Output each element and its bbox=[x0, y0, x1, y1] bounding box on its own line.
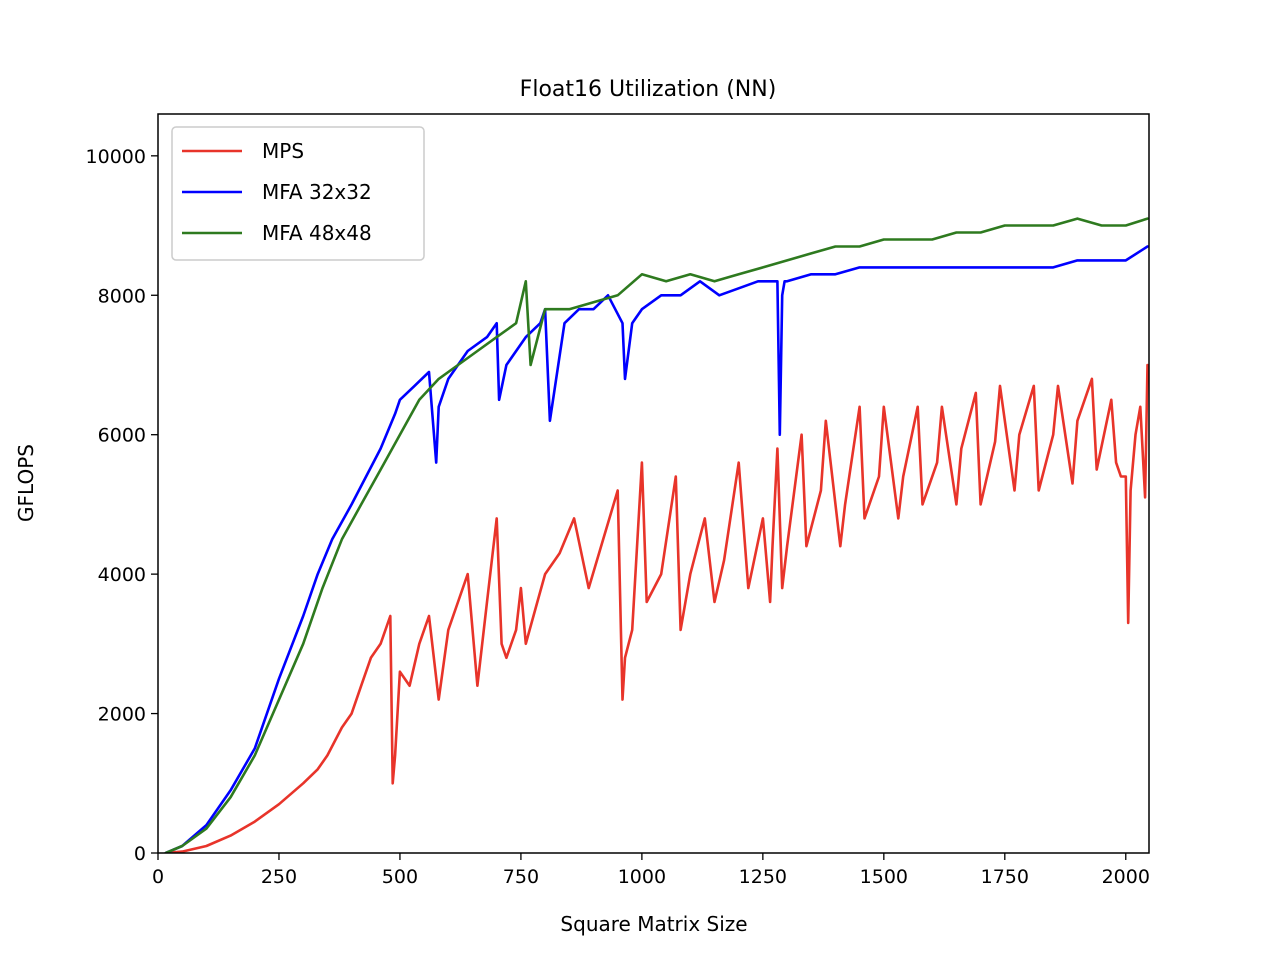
y-tick-label-0: 0 bbox=[134, 843, 146, 865]
series-line-1 bbox=[164, 245, 1149, 853]
plot-frame bbox=[157, 113, 1150, 854]
series-line-2 bbox=[164, 217, 1149, 853]
legend-label-0: MPS bbox=[262, 139, 304, 163]
x-tick-label-4: 1000 bbox=[618, 866, 666, 888]
legend-label-1: MFA 32x32 bbox=[262, 180, 372, 204]
x-tick-label-6: 1500 bbox=[860, 866, 908, 888]
y-axis: 0 2000 4000 6000 8000 10000 bbox=[86, 146, 158, 865]
y-tick-label-2: 4000 bbox=[98, 564, 146, 586]
series-layer bbox=[164, 217, 1149, 853]
x-tick-label-0: 0 bbox=[152, 866, 164, 888]
x-axis-label: Square Matrix Size bbox=[560, 912, 747, 936]
y-tick-label-1: 2000 bbox=[98, 704, 146, 726]
x-tick-label-1: 250 bbox=[261, 866, 297, 888]
legend-label-2: MFA 48x48 bbox=[262, 221, 372, 245]
x-tick-label-5: 1250 bbox=[739, 866, 787, 888]
x-tick-label-2: 500 bbox=[382, 866, 418, 888]
y-axis-label: GFLOPS bbox=[14, 444, 38, 522]
x-axis: 0 250 500 750 1000 1250 1500 1750 2000 bbox=[152, 853, 1150, 888]
y-tick-label-3: 6000 bbox=[98, 425, 146, 447]
y-tick-label-4: 8000 bbox=[98, 285, 146, 307]
chart-title: Float16 Utilization (NN) bbox=[520, 77, 777, 102]
legend-box bbox=[171, 126, 425, 261]
x-tick-label-7: 1750 bbox=[981, 866, 1029, 888]
legend: MPS MFA 32x32 MFA 48x48 bbox=[171, 126, 425, 261]
y-tick-label-5: 10000 bbox=[86, 146, 146, 168]
series-line-0 bbox=[164, 363, 1149, 853]
x-tick-label-3: 750 bbox=[503, 866, 539, 888]
x-tick-label-8: 2000 bbox=[1102, 866, 1150, 888]
